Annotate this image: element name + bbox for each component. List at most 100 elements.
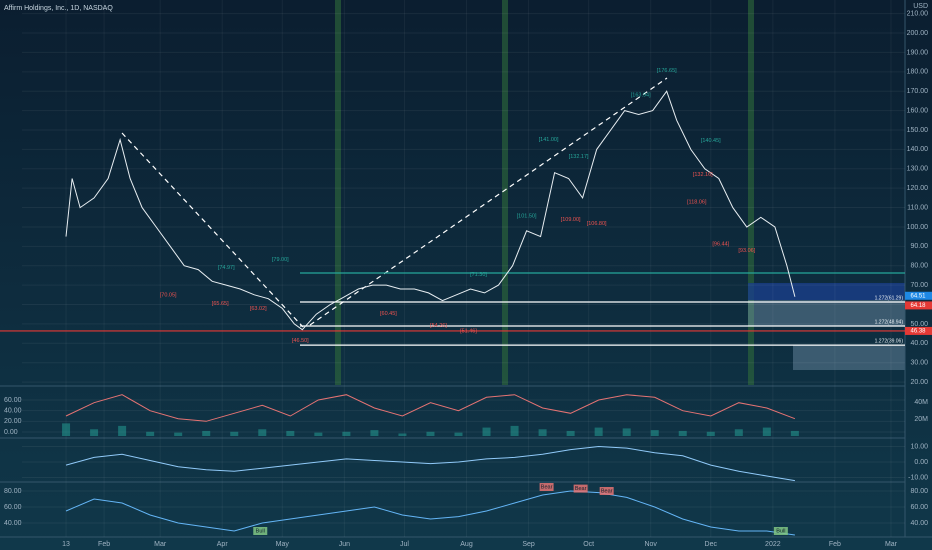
price-line [65, 394, 796, 422]
x-tick-label: Dec [705, 541, 718, 548]
annotation: Bear [541, 484, 553, 490]
y-tick-label: 130.00 [907, 166, 929, 173]
volume-bar [230, 431, 239, 436]
volume-bar [790, 430, 799, 436]
x-tick-label: Apr [217, 541, 229, 548]
y-tick-label: 60.00 [4, 504, 22, 511]
annotation: [140.45] [701, 138, 721, 144]
price-line [65, 445, 795, 482]
annotation: [63.02] [250, 306, 267, 312]
volume-bar [286, 430, 295, 436]
signal-box [539, 483, 554, 491]
x-tick-label: Aug [460, 541, 473, 548]
earnings-band [335, 0, 341, 385]
annotation: [141.00] [539, 137, 559, 143]
x-tick-label: Nov [644, 541, 657, 548]
y-tick-label: -10.00 [908, 474, 928, 481]
y-tick-label: 150.00 [907, 127, 929, 134]
y-tick-label: 80.00 [4, 488, 22, 495]
volume-bar [734, 429, 743, 436]
target-box [748, 300, 905, 326]
y-tick-label: 180.00 [907, 69, 929, 76]
x-tick-label: Mar [885, 541, 898, 548]
volume-bar [118, 425, 127, 436]
annotation: [65.65] [212, 301, 229, 307]
x-tick-label: Jun [339, 541, 350, 548]
annotation: [51.46] [460, 329, 477, 335]
signal-box [573, 484, 588, 493]
signal-box [773, 527, 788, 535]
earnings-band [748, 0, 754, 385]
volume-bar [342, 431, 351, 436]
y-tick-label: 100.00 [907, 224, 929, 231]
y-tick-label: 10.00 [910, 443, 928, 450]
annotation: [101.50] [517, 213, 537, 219]
price-tag [905, 326, 932, 335]
annotation: Bull [256, 528, 265, 534]
y-tick-label: 50.00 [910, 321, 928, 328]
annotation: [46.50] [292, 338, 309, 344]
y-tick-label: 20.00 [4, 418, 22, 425]
volume-bar [62, 423, 71, 436]
target-box [748, 283, 905, 300]
annotation: [118.06] [687, 199, 707, 205]
volume-bar [398, 433, 407, 436]
price-tag-label: 64.51 [910, 293, 926, 299]
volume-bar [174, 432, 183, 436]
x-tick-label: Sep [522, 541, 535, 548]
annotation: [132.16] [693, 172, 713, 178]
annotation: Bear [601, 488, 613, 494]
x-tick-label: Feb [98, 541, 110, 548]
annotation: [93.06] [738, 248, 755, 254]
x-tick-label: Oct [583, 541, 594, 548]
level-label: 1.272(61.29) [875, 295, 904, 301]
price-tag [905, 301, 932, 310]
chart-title: Affirm Holdings, Inc., 1D, NASDAQ [4, 5, 113, 12]
volume-bar [426, 431, 435, 436]
y-tick-label: 110.00 [907, 204, 928, 211]
annotation: [163.94] [631, 92, 651, 98]
y-tick-label: 210.00 [907, 10, 929, 17]
annotation: [132.17] [569, 154, 589, 160]
annotation: [79.00] [272, 257, 289, 263]
y-tick-label: 0.00 [914, 459, 928, 466]
y-tick-label: 70.00 [910, 282, 928, 289]
x-tick-label: May [276, 541, 290, 548]
y-tick-label: 40.00 [4, 520, 22, 527]
target-box [793, 345, 905, 370]
y-tick-label: 190.00 [907, 49, 929, 56]
x-tick-label: 13 [62, 541, 70, 548]
y-tick-label: 60.00 [4, 397, 22, 404]
x-tick-label: Jul [400, 541, 409, 548]
y2-tick-label: 40M [914, 399, 928, 406]
signal-box [599, 487, 614, 495]
x-tick-label: Feb [829, 541, 841, 548]
price-line [65, 90, 796, 331]
y-tick-label: 40.00 [910, 520, 928, 527]
level-label: 1.272(39.06) [875, 338, 904, 344]
y-tick-label: 80.00 [910, 263, 928, 270]
annotation: [106.80] [587, 221, 607, 227]
y-tick-label: 120.00 [907, 185, 929, 192]
annotation: [109.00] [561, 217, 581, 223]
signal-box [253, 527, 268, 535]
volume-bar [370, 430, 379, 436]
y-tick-label: 170.00 [907, 88, 929, 95]
volume-bar [146, 431, 155, 436]
y-tick-label: 90.00 [910, 243, 928, 250]
y-tick-label: 40.00 [4, 408, 22, 415]
volume-bar [594, 427, 603, 436]
volume-bar [762, 427, 771, 436]
x-tick-label: Mar [154, 541, 167, 548]
y-tick-label: 20.00 [910, 379, 928, 386]
x-tick-label: 2022 [765, 541, 781, 548]
volume-bar [482, 427, 491, 436]
price-tag-label: 46.38 [910, 329, 926, 335]
y-tick-label: 30.00 [910, 360, 928, 367]
volume-bar [650, 430, 659, 436]
price-tag [905, 291, 932, 300]
annotation: Bull [776, 528, 785, 534]
volume-bar [90, 429, 99, 436]
